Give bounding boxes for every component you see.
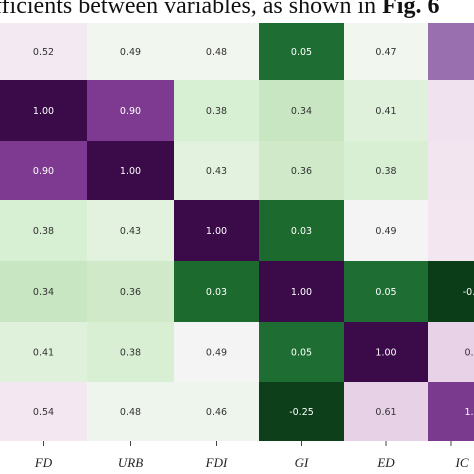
heatmap-cell-r1-c5 — [428, 80, 474, 141]
heatmap-cell-r0-c1 — [87, 23, 174, 80]
heatmap-cell-r0-c0 — [0, 23, 87, 80]
heatmap-cell-r3-c2 — [174, 200, 259, 261]
heatmap-cell-label: 0.47 — [375, 47, 396, 58]
heatmap-cell-label: 0.36 — [120, 287, 141, 298]
heatmap-cell-label: 0.6 — [464, 348, 474, 359]
heatmap-cell-r2-c0 — [0, 141, 87, 200]
heatmap-cell-r6-c5 — [428, 382, 474, 441]
heatmap-cell-label: 0.90 — [120, 106, 141, 117]
heatmap-cell-label: 0.34 — [291, 106, 312, 117]
heatmap-cell-label: 0.34 — [33, 287, 54, 298]
heatmap-cell-label: 0.48 — [206, 47, 227, 58]
heatmap-cell-r4-c3 — [259, 261, 344, 322]
heatmap-cell-label: 1.0 — [464, 407, 474, 418]
heatmap-cell-r1-c4 — [344, 80, 428, 141]
heatmap-cell-label: 1.00 — [375, 348, 396, 359]
heatmap-cell-r4-c1 — [87, 261, 174, 322]
heatmap-cell-label: -0.2 — [463, 287, 474, 298]
caption-figure-ref: Fig. 6 — [382, 0, 440, 19]
heatmap-cell-r6-c3 — [259, 382, 344, 441]
heatmap-cell-r3-c3 — [259, 200, 344, 261]
heatmap-cell-r3-c1 — [87, 200, 174, 261]
heatmap-cell-label: 1.00 — [206, 226, 227, 237]
heatmap-cell-r0-c3 — [259, 23, 344, 80]
x-tick-label-ic: IC — [455, 455, 469, 470]
heatmap-cell-label: 0.36 — [291, 166, 312, 177]
heatmap-cell-r6-c0 — [0, 382, 87, 441]
heatmap-cell-label: -0.25 — [289, 407, 314, 418]
heatmap-cell-r6-c1 — [87, 382, 174, 441]
heatmap-cell-r1-c0 — [0, 80, 87, 141]
heatmap-cell-r5-c5 — [428, 322, 474, 382]
heatmap-cell-label: 0.05 — [375, 287, 396, 298]
heatmap-cell-label: 0.90 — [33, 166, 54, 177]
heatmap-cell-r6-c4 — [344, 382, 428, 441]
heatmap-cell-label: 0.05 — [291, 47, 312, 58]
heatmap-cell-label: 0.41 — [375, 106, 396, 117]
heatmap-cell-label: 0.05 — [291, 348, 312, 359]
heatmap-cell-r5-c3 — [259, 322, 344, 382]
heatmap-cell-r3-c5 — [428, 200, 474, 261]
heatmap-cell-label: 0.54 — [33, 407, 54, 418]
heatmap-cell-label: 0.38 — [120, 348, 141, 359]
heatmap-cell-r0-c5 — [428, 23, 474, 80]
heatmap-cell-label: 0.38 — [375, 166, 396, 177]
heatmap-cell-label: 1.00 — [291, 287, 312, 298]
heatmap-cell-r5-c2 — [174, 322, 259, 382]
heatmap-cell-r2-c1 — [87, 141, 174, 200]
heatmap-cell-r4-c4 — [344, 261, 428, 322]
caption-main: fficients between variables, as shown in — [0, 0, 383, 19]
heatmap-cell-r5-c1 — [87, 322, 174, 382]
heatmap-cell-r1-c1 — [87, 80, 174, 141]
x-tick-label-ed: ED — [376, 455, 395, 470]
heatmap-cell-label: 0.03 — [291, 226, 312, 237]
heatmap-cell-r0-c2 — [174, 23, 259, 80]
heatmap-cell-r0-c4 — [344, 23, 428, 80]
x-tick-label-fdi: FDI — [205, 455, 228, 470]
heatmap-cell-label: 0.03 — [206, 287, 227, 298]
heatmap-cell-label: 0.52 — [33, 47, 54, 58]
heatmap-cell-r4-c5 — [428, 261, 474, 322]
heatmap-cell-label: 0.49 — [375, 226, 396, 237]
heatmap-cell-label: 0.43 — [206, 166, 227, 177]
heatmap-cell-r2-c5 — [428, 141, 474, 200]
heatmap-cell-label: 0.46 — [206, 407, 227, 418]
heatmap-cell-r2-c2 — [174, 141, 259, 200]
heatmap-cell-r6-c2 — [174, 382, 259, 441]
heatmap-cell-r3-c0 — [0, 200, 87, 261]
caption-text: fficients between variables, as shown in… — [0, 0, 474, 21]
heatmap-cell-label: 0.48 — [120, 407, 141, 418]
heatmap-cell-label: 1.00 — [120, 166, 141, 177]
heatmap-cell-r2-c3 — [259, 141, 344, 200]
x-tick-label-fd: FD — [34, 455, 53, 470]
heatmap-cell-r4-c2 — [174, 261, 259, 322]
heatmap-cell-r2-c4 — [344, 141, 428, 200]
heatmap-cell-label: 1.00 — [33, 106, 54, 117]
heatmap-cell-label: 0.49 — [206, 348, 227, 359]
heatmap-cell-r4-c0 — [0, 261, 87, 322]
heatmap-cell-label: 0.43 — [120, 226, 141, 237]
heatmap-cell-r1-c2 — [174, 80, 259, 141]
heatmap-cell-r1-c3 — [259, 80, 344, 141]
heatmap-cell-r3-c4 — [344, 200, 428, 261]
heatmap-cell-r5-c0 — [0, 322, 87, 382]
heatmap-cell-label: 0.38 — [33, 226, 54, 237]
heatmap-cell-label: 0.61 — [375, 407, 396, 418]
heatmap-cell-label: 0.41 — [33, 348, 54, 359]
x-tick-label-urb: URB — [118, 455, 143, 470]
heatmap-cell-r5-c4 — [344, 322, 428, 382]
heatmap-cell-label: 0.49 — [120, 47, 141, 58]
heatmap-cell-label: 0.38 — [206, 106, 227, 117]
x-tick-label-gi: GI — [295, 455, 309, 470]
